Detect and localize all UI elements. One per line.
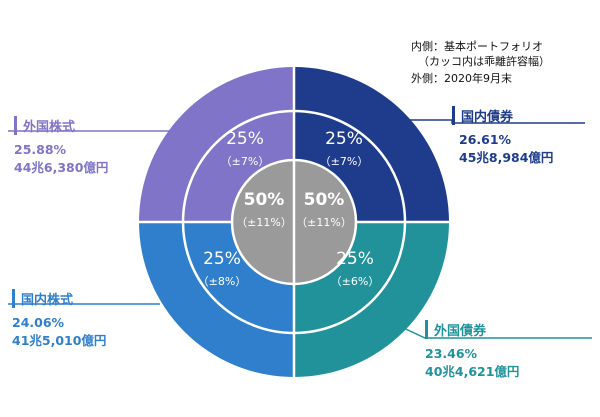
inner-band-foreign-bonds: （±6%） [331,275,380,288]
outer-slice-foreign-bonds [294,222,449,377]
note-bracket: （カッコ内は乖離許容幅） [418,55,550,68]
label-foreign-bonds-amount: 40兆4,621億円 [425,364,520,379]
label-foreign-stocks-name: 外国株式 [14,116,75,135]
label-domestic-bonds-pct: 26.61% [459,132,512,147]
core-band-stocks: （±11%） [236,216,292,229]
outer-slice-domestic-stocks [139,222,294,377]
inner-band-domestic-bonds: （±7%） [320,155,369,168]
label-domestic-bonds-name: 国内債券 [452,106,513,125]
inner-band-domestic-stocks: （±8%） [198,275,247,288]
inner-pct-foreign-bonds: 25% [336,249,374,269]
inner-slice-foreign-stocks [183,111,294,222]
inner-slice-foreign-bonds [294,222,405,333]
note-outer: 外側：2020年9月末 [411,72,512,85]
outer-slice-foreign-stocks [139,67,294,222]
label-foreign-bonds: 外国債券 23.46% 40兆4,621億円 [425,320,519,381]
label-foreign-bonds-name: 外国債券 [425,320,486,339]
core-pct-stocks: 50% [244,190,285,210]
inner-ring [183,111,405,333]
inner-pct-domestic-stocks: 25% [203,249,241,269]
label-domestic-bonds-amount: 45兆8,984億円 [459,150,554,165]
outer-ring [139,67,449,377]
core-pct-bonds: 50% [304,190,345,210]
outer-slice-domestic-bonds [294,67,449,222]
note-inner: 内側：基本ポートフォリオ [411,40,543,53]
label-foreign-stocks-pct: 25.88% [14,142,67,157]
inner-pct-foreign-stocks: 25% [226,129,264,149]
label-foreign-stocks-amount: 44兆6,380億円 [14,160,109,175]
label-domestic-stocks-pct: 24.06% [12,315,65,330]
slice-text-labels: 25% （±7%） 25% （±6%） 25% （±8%） 25% （±7%） 50% （±11%… [198,129,380,288]
label-foreign-bonds-pct: 23.46% [425,346,478,361]
inner-band-foreign-stocks: （±7%） [221,155,270,168]
core-band-bonds: （±11%） [296,216,352,229]
inner-slice-domestic-bonds [294,111,405,222]
label-domestic-stocks: 国内株式 24.06% 41兆5,010億円 [12,289,106,350]
ring-dividers [138,66,450,378]
label-domestic-bonds: 国内債券 26.61% 45兆8,984億円 [452,106,553,167]
inner-slice-domestic-stocks [183,222,294,333]
label-foreign-stocks: 外国株式 25.88% 44兆6,380億円 [14,116,108,177]
label-domestic-stocks-name: 国内株式 [12,289,73,308]
inner-pct-domestic-bonds: 25% [325,129,363,149]
label-domestic-stocks-amount: 41兆5,010億円 [12,333,107,348]
